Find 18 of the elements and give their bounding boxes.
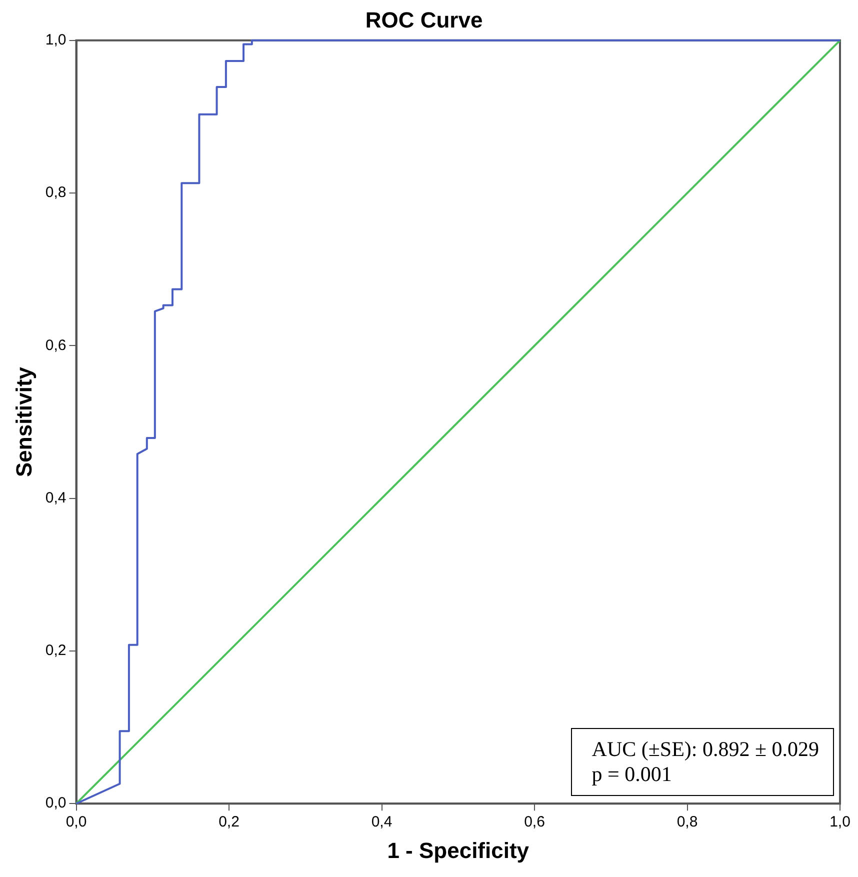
y-tick-label: 0,0 [45,794,66,812]
y-tick-label: 1,0 [45,32,66,49]
y-tick-label: 0,4 [45,489,66,506]
x-tick-label: 0,4 [371,814,392,831]
annotation: p = 0.001 [592,762,673,787]
y-tick-label: 0,2 [45,642,66,660]
x-tick-label: 0,6 [524,814,545,831]
annotation: AUC (±SE): 0.892 ± 0.029 [592,736,819,762]
x-tick-label: 0,2 [218,814,240,831]
x-tick-label: 0,0 [66,814,87,831]
x-tick-label: 1,0 [830,814,850,831]
y-axis-title: Sensitivity [11,366,36,478]
x-axis-title: 1 - Specificity [387,838,530,863]
y-tick-label: 0,6 [45,336,66,354]
y-tick-label: 0,8 [45,184,66,202]
x-tick-label: 0,8 [676,814,698,831]
chart-title: ROC Curve [365,7,483,32]
note-box: AUC (±SE): 0.892 ± 0.029 p = 0.001 [570,728,834,796]
